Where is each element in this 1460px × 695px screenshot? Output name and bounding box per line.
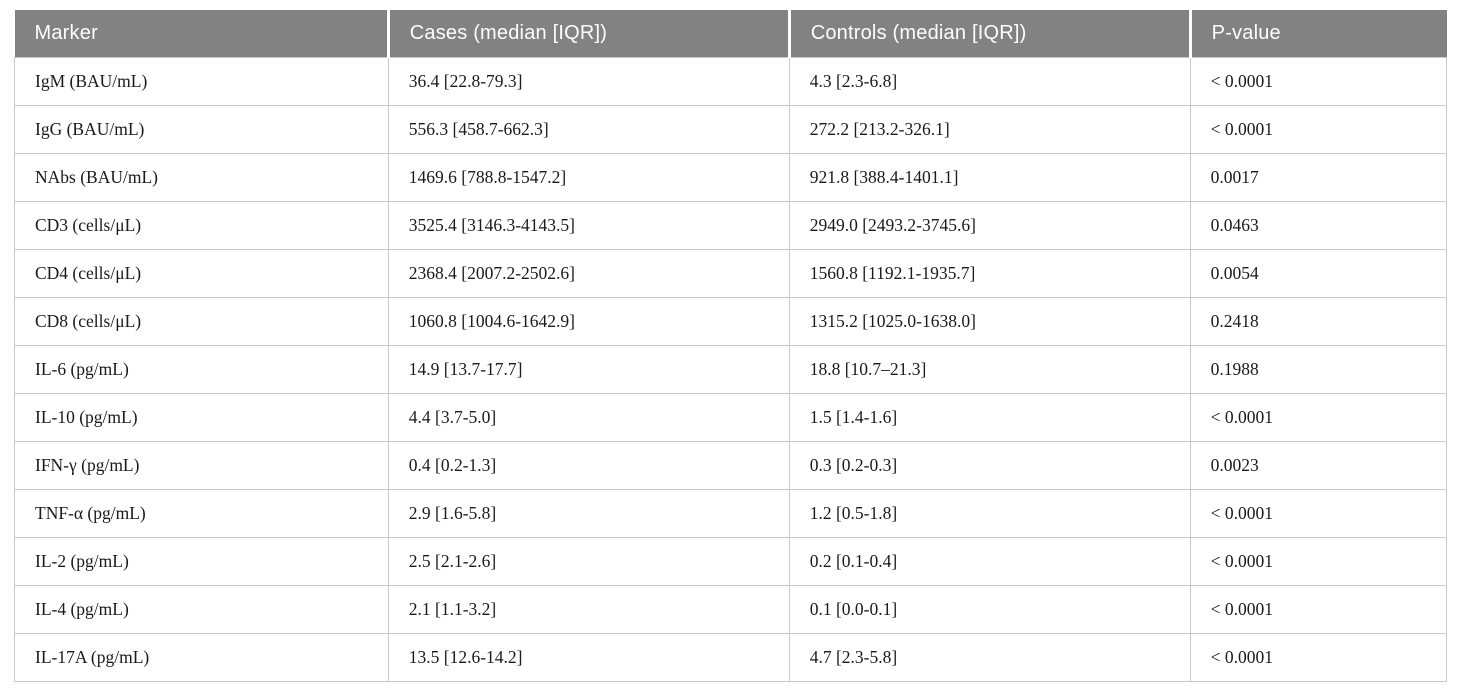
cases-cell: 556.3 [458.7-662.3] bbox=[387, 105, 790, 154]
cases-cell: 4.4 [3.7-5.0] bbox=[387, 393, 790, 442]
table-row: IL-17A (pg/mL) 13.5 [12.6-14.2] 4.7 [2.3-5… bbox=[14, 633, 1448, 682]
pvalue-cell: < 0.0001 bbox=[1189, 585, 1448, 634]
cases-cell: 1469.6 [788.8-1547.2] bbox=[387, 153, 790, 202]
marker-cell: IL-6 (pg/mL) bbox=[14, 345, 389, 394]
pvalue-cell: 0.2418 bbox=[1189, 297, 1448, 346]
cases-cell: 2368.4 [2007.2-2502.6] bbox=[387, 249, 790, 298]
table-row: CD4 (cells/μL) 2368.4 [2007.2-2502.6] 1560… bbox=[14, 249, 1448, 298]
cases-cell: 36.4 [22.8-79.3] bbox=[387, 57, 790, 106]
pvalue-cell: 0.1988 bbox=[1189, 345, 1448, 394]
controls-cell: 0.1 [0.0-0.1] bbox=[788, 585, 1191, 634]
table-row: IL-2 (pg/mL) 2.5 [2.1-2.6] 0.2 [0.1-0.4] < … bbox=[14, 537, 1448, 586]
table-row: IL-10 (pg/mL) 4.4 [3.7-5.0] 1.5 [1.4-1.6] <… bbox=[14, 393, 1448, 442]
column-header-controls: Controls (median [IQR]) bbox=[789, 10, 1192, 58]
table-header: Marker Cases (median [IQR]) Controls (me… bbox=[14, 10, 1447, 58]
marker-cell: IL-2 (pg/mL) bbox=[14, 537, 389, 586]
controls-cell: 1315.2 [1025.0-1638.0] bbox=[788, 297, 1191, 346]
pvalue-cell: < 0.0001 bbox=[1189, 489, 1448, 538]
pvalue-cell: < 0.0001 bbox=[1189, 537, 1448, 586]
cases-cell: 0.4 [0.2-1.3] bbox=[387, 441, 790, 490]
table-row: TNF-α (pg/mL) 2.9 [1.6-5.8] 1.2 [0.5-1.8] <… bbox=[14, 489, 1448, 538]
marker-cell: IL-10 (pg/mL) bbox=[14, 393, 389, 442]
cases-cell: 14.9 [13.7-17.7] bbox=[387, 345, 790, 394]
marker-cell: IL-4 (pg/mL) bbox=[14, 585, 389, 634]
cases-cell: 13.5 [12.6-14.2] bbox=[387, 633, 790, 682]
table-row: IgM (BAU/mL) 36.4 [22.8-79.3] 4.3 [2.3-6.8… bbox=[14, 57, 1448, 106]
table-row: CD3 (cells/μL) 3525.4 [3146.3-4143.5] 2949… bbox=[14, 201, 1448, 250]
pvalue-cell: 0.0054 bbox=[1189, 249, 1448, 298]
controls-cell: 1560.8 [1192.1-1935.7] bbox=[788, 249, 1191, 298]
table-row: IL-4 (pg/mL) 2.1 [1.1-3.2] 0.1 [0.0-0.1] < … bbox=[14, 585, 1448, 634]
controls-cell: 0.3 [0.2-0.3] bbox=[788, 441, 1191, 490]
cases-cell: 2.1 [1.1-3.2] bbox=[387, 585, 790, 634]
controls-cell: 0.2 [0.1-0.4] bbox=[788, 537, 1191, 586]
pvalue-cell: < 0.0001 bbox=[1189, 633, 1448, 682]
marker-comparison-table: Marker Cases (median [IQR]) Controls (me… bbox=[14, 10, 1448, 682]
controls-cell: 18.8 [10.7–21.3] bbox=[788, 345, 1191, 394]
marker-cell: CD3 (cells/μL) bbox=[14, 201, 389, 250]
controls-cell: 1.2 [0.5-1.8] bbox=[788, 489, 1191, 538]
controls-cell: 272.2 [213.2-326.1] bbox=[788, 105, 1191, 154]
controls-cell: 2949.0 [2493.2-3745.6] bbox=[788, 201, 1191, 250]
pvalue-cell: 0.0017 bbox=[1189, 153, 1448, 202]
marker-cell: IL-17A (pg/mL) bbox=[14, 633, 389, 682]
table-row: IL-6 (pg/mL) 14.9 [13.7-17.7] 18.8 [10.7–2… bbox=[14, 345, 1448, 394]
controls-cell: 4.3 [2.3-6.8] bbox=[788, 57, 1191, 106]
cases-cell: 1060.8 [1004.6-1642.9] bbox=[387, 297, 790, 346]
cases-cell: 2.9 [1.6-5.8] bbox=[387, 489, 790, 538]
table-row: IFN-γ (pg/mL) 0.4 [0.2-1.3] 0.3 [0.2-0.3] 0… bbox=[14, 441, 1448, 490]
column-header-cases: Cases (median [IQR]) bbox=[388, 10, 791, 58]
marker-cell: TNF-α (pg/mL) bbox=[14, 489, 389, 538]
marker-cell: IFN-γ (pg/mL) bbox=[14, 441, 389, 490]
pvalue-cell: < 0.0001 bbox=[1189, 393, 1448, 442]
controls-cell: 921.8 [388.4-1401.1] bbox=[788, 153, 1191, 202]
table-header-row: Marker Cases (median [IQR]) Controls (me… bbox=[14, 10, 1447, 58]
pvalue-cell: 0.0023 bbox=[1189, 441, 1448, 490]
cases-cell: 3525.4 [3146.3-4143.5] bbox=[387, 201, 790, 250]
cases-cell: 2.5 [2.1-2.6] bbox=[387, 537, 790, 586]
marker-cell: IgM (BAU/mL) bbox=[14, 57, 389, 106]
column-header-marker: Marker bbox=[14, 10, 390, 58]
pvalue-cell: < 0.0001 bbox=[1189, 105, 1448, 154]
marker-cell: IgG (BAU/mL) bbox=[14, 105, 389, 154]
controls-cell: 4.7 [2.3-5.8] bbox=[788, 633, 1191, 682]
marker-cell: NAbs (BAU/mL) bbox=[14, 153, 389, 202]
column-header-pvalue: P-value bbox=[1190, 10, 1447, 58]
controls-cell: 1.5 [1.4-1.6] bbox=[788, 393, 1191, 442]
table-body: IgM (BAU/mL) 36.4 [22.8-79.3] 4.3 [2.3-6.8… bbox=[14, 57, 1448, 682]
table-row: CD8 (cells/μL) 1060.8 [1004.6-1642.9] 1315… bbox=[14, 297, 1448, 346]
pvalue-cell: < 0.0001 bbox=[1189, 57, 1448, 106]
table-row: NAbs (BAU/mL) 1469.6 [788.8-1547.2] 921.8 … bbox=[14, 153, 1448, 202]
table-row: IgG (BAU/mL) 556.3 [458.7-662.3] 272.2 [21… bbox=[14, 105, 1448, 154]
pvalue-cell: 0.0463 bbox=[1189, 201, 1448, 250]
marker-cell: CD4 (cells/μL) bbox=[14, 249, 389, 298]
marker-cell: CD8 (cells/μL) bbox=[14, 297, 389, 346]
